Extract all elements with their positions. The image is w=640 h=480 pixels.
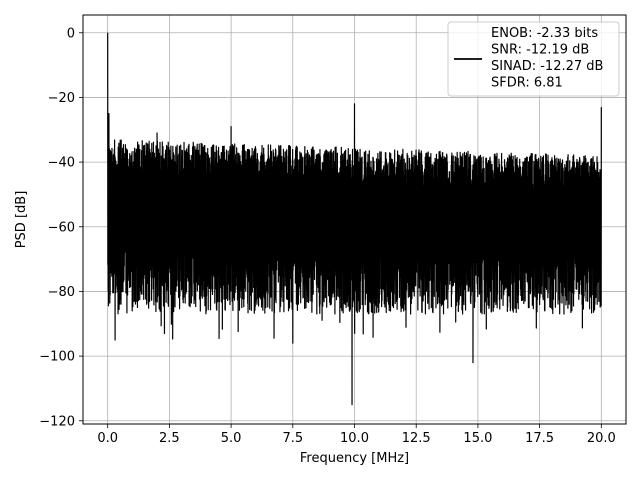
y-axis-label: PSD [dB]: [14, 191, 29, 249]
x-tick-label: 7.5: [282, 431, 303, 446]
y-tick-label: −80: [48, 285, 75, 300]
y-tick-label: −120: [39, 414, 75, 429]
y-tick-label: −60: [48, 220, 75, 235]
x-tick-label: 20.0: [587, 431, 616, 446]
legend-entry: SINAD: -12.27 dB: [491, 59, 603, 74]
y-tick-label: −100: [39, 350, 75, 365]
x-tick-label: 5.0: [221, 431, 242, 446]
x-tick-label: 17.5: [525, 431, 554, 446]
x-tick-label: 2.5: [159, 431, 180, 446]
y-axis: 0 −20 −40 −60 −80 −100 −120: [39, 26, 83, 429]
legend-entry: SNR: -12.19 dB: [491, 43, 589, 58]
y-tick-label: 0: [67, 26, 75, 41]
y-tick-label: −40: [48, 156, 75, 171]
x-axis: 0.0 2.5 5.0 7.5 10.0 12.5 15.0 17.5 20.0: [97, 424, 616, 446]
legend-entry: ENOB: -2.33 bits: [491, 26, 598, 41]
legend-entry: SFDR: 6.81: [491, 76, 563, 91]
legend-box: [447, 21, 620, 97]
psd-line: [107, 32, 602, 406]
x-tick-label: 10.0: [340, 431, 369, 446]
y-tick-label: −20: [48, 91, 75, 106]
x-tick-label: 0.0: [97, 431, 118, 446]
x-tick-label: 15.0: [463, 431, 492, 446]
x-axis-label: Frequency [MHz]: [300, 451, 409, 466]
x-tick-label: 12.5: [402, 431, 431, 446]
psd-series: [107, 32, 602, 406]
